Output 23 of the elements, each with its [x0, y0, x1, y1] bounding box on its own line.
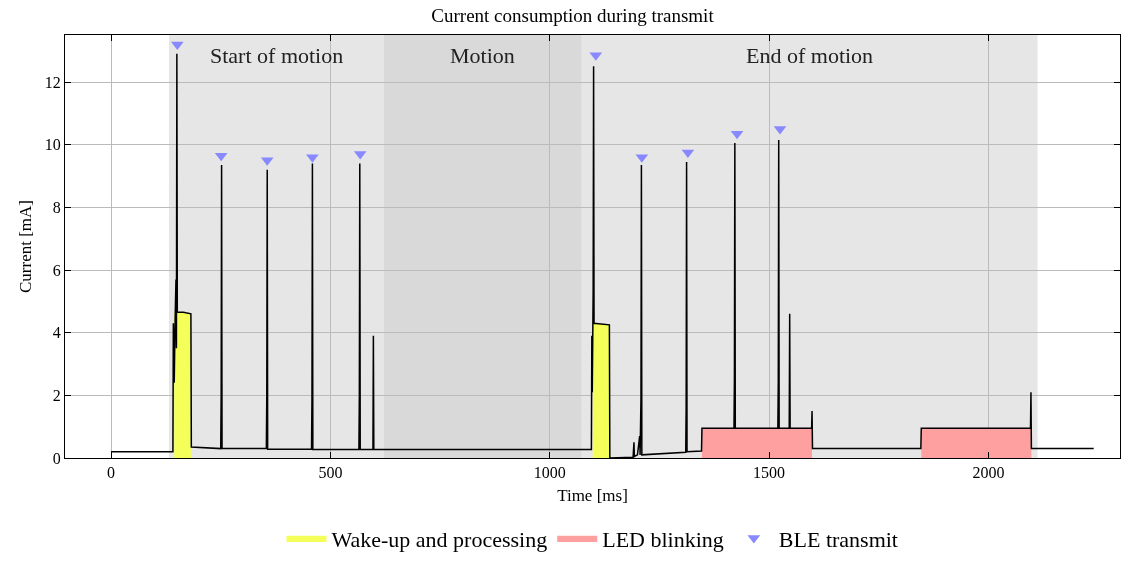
x-tick-label: 0 [107, 464, 116, 482]
legend-label: BLE transmit [778, 526, 898, 552]
x-tick-label: 500 [318, 464, 343, 482]
point [214, 152, 228, 162]
x-axis-title: Time [ms] [557, 485, 628, 505]
point [730, 130, 744, 140]
y-axis-title: Current [mA] [16, 199, 36, 294]
x-tick-label: 2000 [972, 464, 1005, 482]
y-tick-label: 0 [52, 449, 61, 467]
y-tick-label: 4 [52, 324, 61, 342]
legend-label: LED blinking [602, 526, 724, 552]
y-tick-label: 8 [52, 198, 61, 216]
legend-label: Wake-up and processing [331, 526, 548, 552]
y-tick-label: 12 [44, 73, 61, 91]
x-tick-label: 1000 [533, 464, 566, 482]
band-label: Motion [450, 43, 515, 68]
chart-title: Current consumption during transmit [431, 4, 715, 26]
y-tick-label: 2 [52, 386, 61, 404]
band-label: Start of motion [210, 43, 344, 68]
x-tick-label: 1500 [753, 464, 786, 482]
band-label: End of motion [746, 43, 874, 68]
y-tick-label: 6 [52, 261, 61, 279]
y-tick-label: 10 [44, 136, 61, 154]
